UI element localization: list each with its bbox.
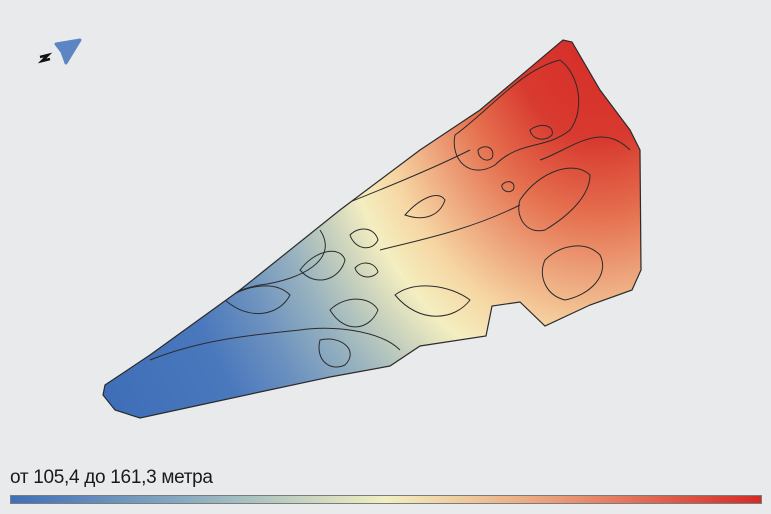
contour <box>379 136 631 251</box>
contour <box>394 285 471 317</box>
navigation-arrow-icon <box>54 38 82 65</box>
contour <box>224 285 291 315</box>
zone-contours <box>149 59 631 368</box>
contour <box>329 298 379 328</box>
contour <box>354 262 379 278</box>
contour <box>404 195 446 219</box>
contour <box>149 327 401 361</box>
legend-range-label: от 105,4 до 161,3 метра <box>10 467 213 488</box>
contour <box>318 338 351 368</box>
legend-color-bar <box>10 495 762 504</box>
contour <box>477 146 494 161</box>
contour <box>349 228 379 249</box>
north-label <box>37 52 53 64</box>
contour <box>541 245 603 301</box>
field <box>102 39 642 419</box>
contour <box>518 167 591 232</box>
north-arrow <box>37 38 82 65</box>
contour <box>453 59 580 171</box>
contour <box>529 124 553 140</box>
contour <box>501 181 515 193</box>
contour <box>299 250 346 281</box>
